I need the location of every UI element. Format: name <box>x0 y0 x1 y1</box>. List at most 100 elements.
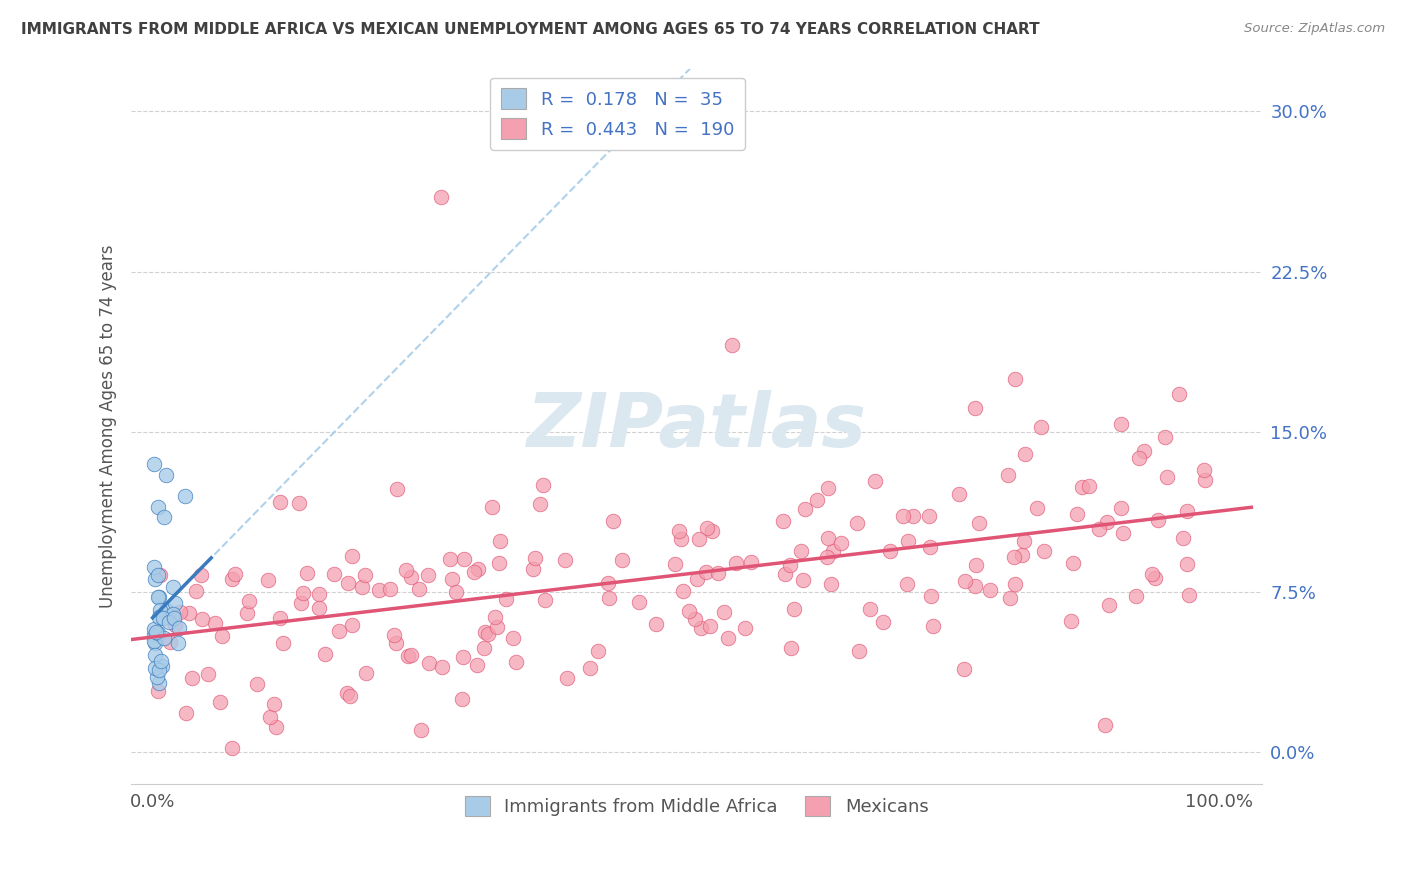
Point <box>979 582 1001 597</box>
Point <box>181 671 204 685</box>
Point <box>174 489 197 503</box>
Point <box>1111 500 1133 515</box>
Point <box>163 610 186 624</box>
Point <box>773 567 796 582</box>
Point <box>720 338 742 352</box>
Point <box>1178 588 1201 602</box>
Point <box>408 582 430 597</box>
Point <box>148 664 170 678</box>
Point <box>269 495 291 509</box>
Point <box>1156 470 1178 484</box>
Point <box>1109 417 1132 431</box>
Point <box>502 631 524 645</box>
Point <box>486 620 509 634</box>
Point <box>830 536 852 550</box>
Point <box>167 636 190 650</box>
Point <box>153 631 176 645</box>
Point <box>1147 513 1170 527</box>
Point <box>1025 501 1047 516</box>
Point <box>1029 420 1052 434</box>
Point <box>271 636 294 650</box>
Point <box>1062 556 1084 570</box>
Point <box>152 611 174 625</box>
Point <box>291 586 314 600</box>
Point <box>865 474 887 488</box>
Point <box>1133 443 1156 458</box>
Text: Source: ZipAtlas.com: Source: ZipAtlas.com <box>1244 22 1385 36</box>
Point <box>308 587 330 601</box>
Point <box>179 606 201 620</box>
Point <box>159 635 181 649</box>
Point <box>713 605 735 619</box>
Point <box>256 573 278 587</box>
Point <box>142 634 165 648</box>
Point <box>221 572 243 586</box>
Point <box>815 550 838 565</box>
Point <box>969 516 991 530</box>
Point <box>579 661 602 675</box>
Point <box>384 635 406 649</box>
Point <box>920 540 942 554</box>
Point <box>439 552 461 566</box>
Point <box>224 566 246 581</box>
Point <box>695 565 717 579</box>
Point <box>858 602 880 616</box>
Point <box>531 478 554 492</box>
Point <box>197 667 219 681</box>
Point <box>238 594 260 608</box>
Point <box>1194 473 1216 487</box>
Point <box>678 603 700 617</box>
Point <box>396 649 419 664</box>
Point <box>1060 614 1083 628</box>
Point <box>903 509 925 524</box>
Point <box>146 625 169 640</box>
Point <box>1004 577 1026 591</box>
Point <box>965 401 987 416</box>
Point <box>1128 450 1150 465</box>
Point <box>354 666 377 681</box>
Point <box>1094 718 1116 732</box>
Point <box>451 650 474 665</box>
Point <box>340 549 363 563</box>
Point <box>174 706 197 721</box>
Point <box>385 482 408 496</box>
Point <box>789 544 811 558</box>
Point <box>1125 589 1147 603</box>
Point <box>339 690 361 704</box>
Point <box>1002 550 1025 565</box>
Point <box>148 684 170 698</box>
Text: ZIPatlas: ZIPatlas <box>527 390 866 463</box>
Point <box>149 568 172 582</box>
Point <box>1111 526 1133 541</box>
Point <box>484 610 506 624</box>
Point <box>382 628 405 642</box>
Legend: Immigrants from Middle Africa, Mexicans: Immigrants from Middle Africa, Mexicans <box>456 787 938 825</box>
Point <box>821 544 844 558</box>
Point <box>146 500 169 514</box>
Point <box>683 612 706 626</box>
Point <box>259 710 281 724</box>
Point <box>948 486 970 500</box>
Point <box>446 585 468 599</box>
Point <box>1168 387 1191 401</box>
Point <box>162 580 184 594</box>
Point <box>1143 571 1166 585</box>
Point <box>1014 534 1036 549</box>
Point <box>817 481 839 495</box>
Point <box>481 500 503 514</box>
Point <box>779 558 801 573</box>
Point <box>368 582 391 597</box>
Point <box>598 591 620 605</box>
Point <box>290 596 312 610</box>
Point <box>184 583 207 598</box>
Point <box>488 556 510 570</box>
Point <box>806 493 828 508</box>
Point <box>323 567 346 582</box>
Point <box>162 607 184 622</box>
Point <box>429 190 451 204</box>
Point <box>142 559 165 574</box>
Point <box>1097 599 1119 613</box>
Point <box>477 626 499 640</box>
Point <box>269 611 291 625</box>
Point <box>702 524 724 538</box>
